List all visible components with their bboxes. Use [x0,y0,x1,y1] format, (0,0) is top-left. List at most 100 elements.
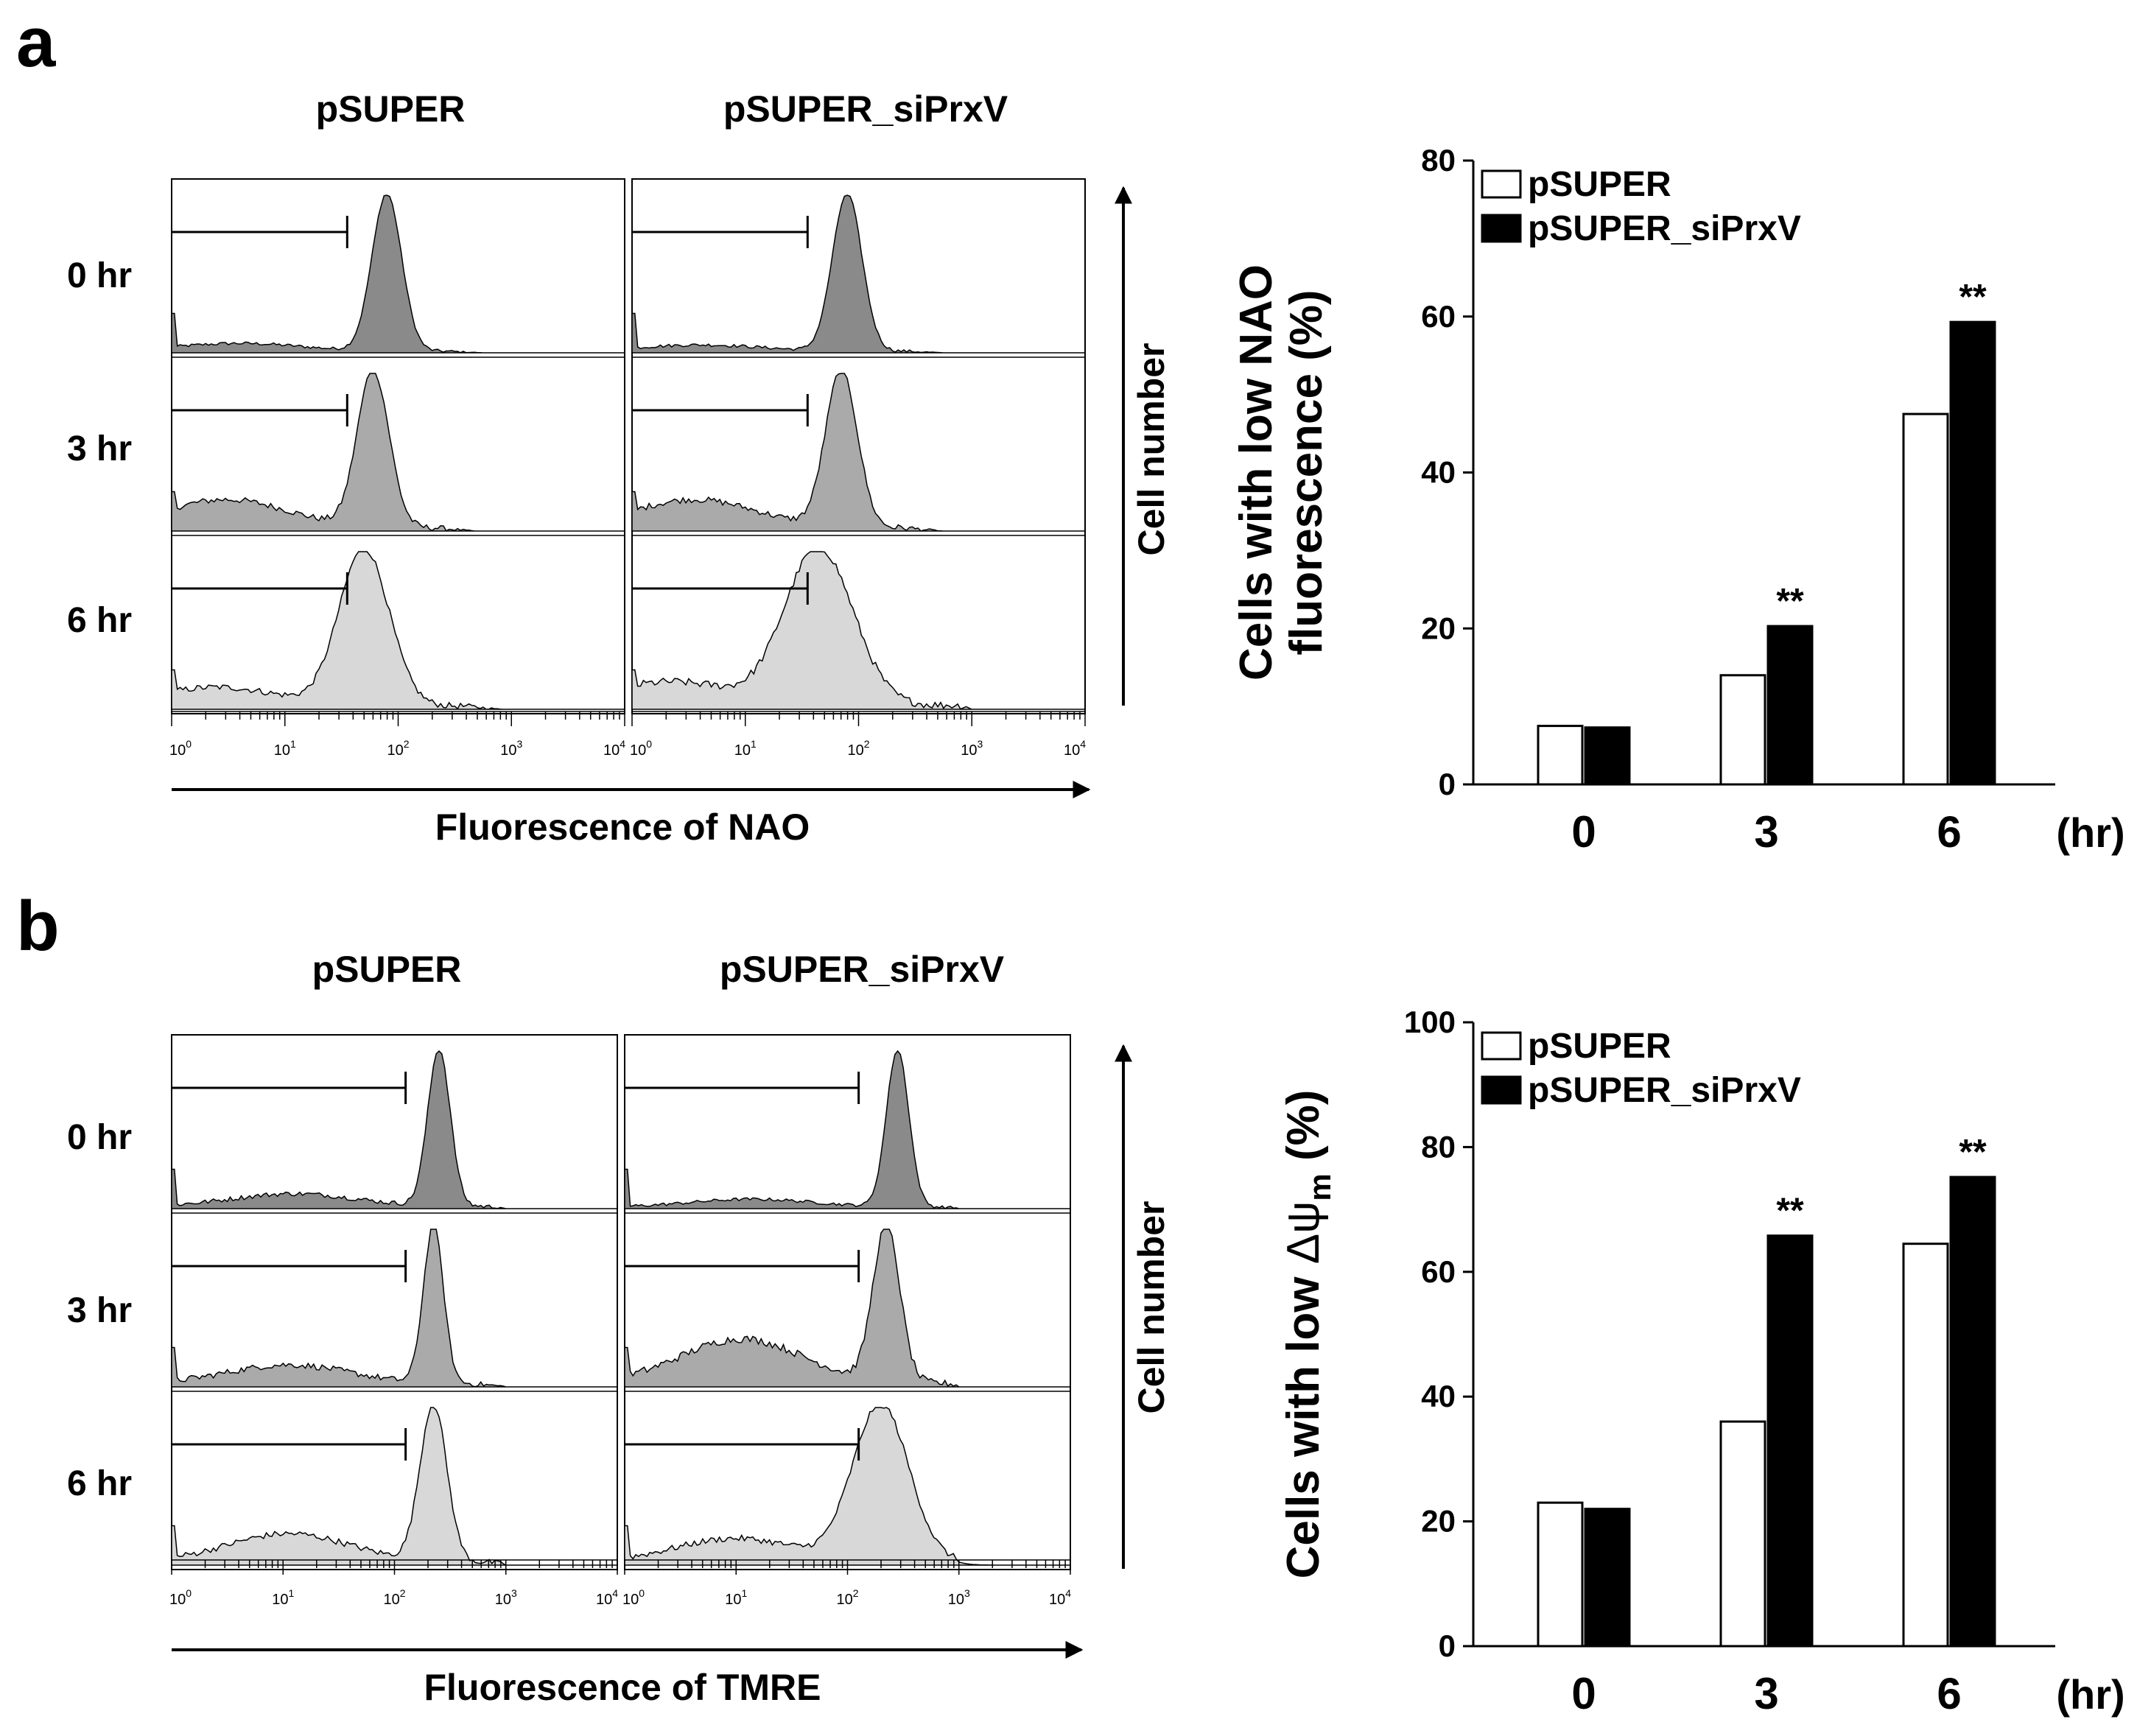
y-tick-label: 80 [1421,1129,1456,1164]
bar-pSUPER-3 [1719,1420,1766,1648]
y-tick-label: 60 [1421,299,1456,334]
y-axis-label: Cell number [1131,343,1172,556]
panel-letter: a [16,3,56,82]
histogram-curve [631,373,1085,532]
y-tick-label: 80 [1421,143,1456,178]
bar-pSUPER-6 [1902,412,1949,786]
legend-label: pSUPER [1528,1027,1671,1066]
y-tick-label: 60 [1421,1254,1456,1289]
bar-chart: 0 20 40 60 80 0 3 ** 6 ** (hr) pSUPER pSUPER_siPrxV C… [1231,143,2125,857]
histogram-frame [171,1034,618,1570]
decade-tick-label: 104 [603,738,625,759]
decade-tick-label: 103 [500,738,522,759]
decade-tick-label: 100 [630,738,652,759]
decade-tick-label: 101 [734,738,757,759]
decade-tick-label: 102 [836,1587,858,1608]
bar-pSUPER_siPrxV-3 [1766,1234,1814,1648]
timepoint-label: 3 hr [67,1291,132,1330]
y-axis-label: Cell number [1131,1201,1172,1414]
histogram-curve [171,194,625,354]
condition-label: pSUPER [316,88,466,130]
y-tick-label: 0 [1439,1628,1456,1663]
category-label: 6 [1937,807,1961,857]
flow-histogram-grid: pSUPER pSUPER_siPrxV 0 hr 3 hr 6 hr 100 101 102… [67,88,1172,848]
bar-pSUPER-6 [1902,1243,1949,1648]
legend-swatch [1481,169,1522,199]
timepoint-label: 6 hr [67,601,132,640]
bar-pSUPER_siPrxV-0 [1584,1508,1631,1648]
legend-swatch [1481,214,1522,243]
timepoint-label: 0 hr [67,1118,132,1157]
category-label: 0 [1571,1669,1596,1718]
histogram-curve [171,551,625,710]
bar-pSUPER-0 [1537,1501,1584,1648]
timepoint-label: 3 hr [67,429,132,468]
legend-label: pSUPER_siPrxV [1528,209,1801,248]
decade-tick-label: 102 [847,738,869,759]
legend: pSUPER pSUPER_siPrxV [1481,1027,1801,1110]
histogram-curve [624,1050,1070,1209]
flow-histogram-grid: pSUPER pSUPER_siPrxV 0 hr 3 hr 6 hr 100 101 102… [67,949,1172,1708]
decade-tick-label: 100 [622,1587,645,1608]
x-unit-label: (hr) [2056,1671,2124,1718]
legend-label: pSUPER [1528,165,1671,204]
significance-marker: ** [1959,278,1987,317]
bar-pSUPER-3 [1719,674,1766,786]
x-axis-label: Fluorescence of NAO [435,806,810,848]
x-axis-label: Fluorescence of TMRE [424,1667,821,1708]
histogram-curve [624,1229,1070,1388]
y-tick-label: 40 [1421,1379,1456,1413]
y-tick-label: 20 [1421,611,1456,645]
log-x-axis: 100 101 102 103 104 [622,1559,1071,1608]
legend: pSUPER pSUPER_siPrxV [1481,165,1801,248]
bar-pSUPER_siPrxV-3 [1766,625,1814,786]
significance-marker: ** [1776,1192,1804,1231]
histogram-curve [171,1407,617,1566]
category-label: 3 [1754,1669,1778,1718]
category-label: 3 [1754,807,1778,857]
significance-marker: ** [1959,1133,1987,1172]
timepoint-label: 6 hr [67,1464,132,1503]
decade-tick-label: 104 [596,1587,618,1608]
y-tick-label: 20 [1421,1504,1456,1539]
legend-label: pSUPER_siPrxV [1528,1071,1801,1110]
bar-chart: 0 20 40 60 80 100 0 3 ** 6 ** (hr) pSUPER pSUPER_siPr… [1278,1005,2125,1718]
decade-tick-label: 100 [169,1587,192,1608]
decade-tick-label: 103 [495,1587,517,1608]
significance-marker: ** [1776,582,1804,621]
histogram-curve [171,1229,617,1388]
decade-tick-label: 101 [272,1587,294,1608]
log-x-axis: 100 101 102 103 104 [169,711,625,759]
y-tick-label: 100 [1404,1005,1456,1039]
y-axis-title: Cells with low NAOfluorescence (%) [1231,264,1332,681]
bar-pSUPER_siPrxV-6 [1949,320,1996,786]
log-x-axis: 100 101 102 103 104 [169,1559,618,1608]
decade-tick-label: 104 [1049,1587,1071,1608]
histogram-curve [171,1050,617,1209]
decade-tick-label: 103 [948,1587,970,1608]
decade-tick-label: 104 [1064,738,1086,759]
histogram-curve [624,1407,1070,1566]
panel-letter: b [16,887,60,966]
decade-tick-label: 101 [274,738,296,759]
decade-tick-label: 103 [961,738,983,759]
legend-swatch [1481,1031,1522,1061]
category-label: 0 [1571,807,1596,857]
bar-pSUPER_siPrxV-6 [1949,1176,1996,1648]
decade-tick-label: 102 [383,1587,405,1608]
bar-pSUPER_siPrxV-0 [1584,726,1631,786]
legend-swatch [1481,1075,1522,1105]
decade-tick-label: 101 [725,1587,747,1608]
panel-a: a pSUPER pSUPER_siPrxV 0 hr 3 hr 6 hr 100 101 10… [16,3,2125,857]
bar-pSUPER-0 [1537,725,1584,786]
histogram-curve [171,373,625,532]
x-unit-label: (hr) [2056,809,2124,856]
y-tick-label: 40 [1421,455,1456,490]
y-tick-label: 0 [1439,767,1456,801]
timepoint-label: 0 hr [67,256,132,295]
y-axis-title: Cells with low Δψm (%) [1278,1090,1337,1579]
decade-tick-label: 100 [169,738,192,759]
histogram-curve [631,551,1085,710]
